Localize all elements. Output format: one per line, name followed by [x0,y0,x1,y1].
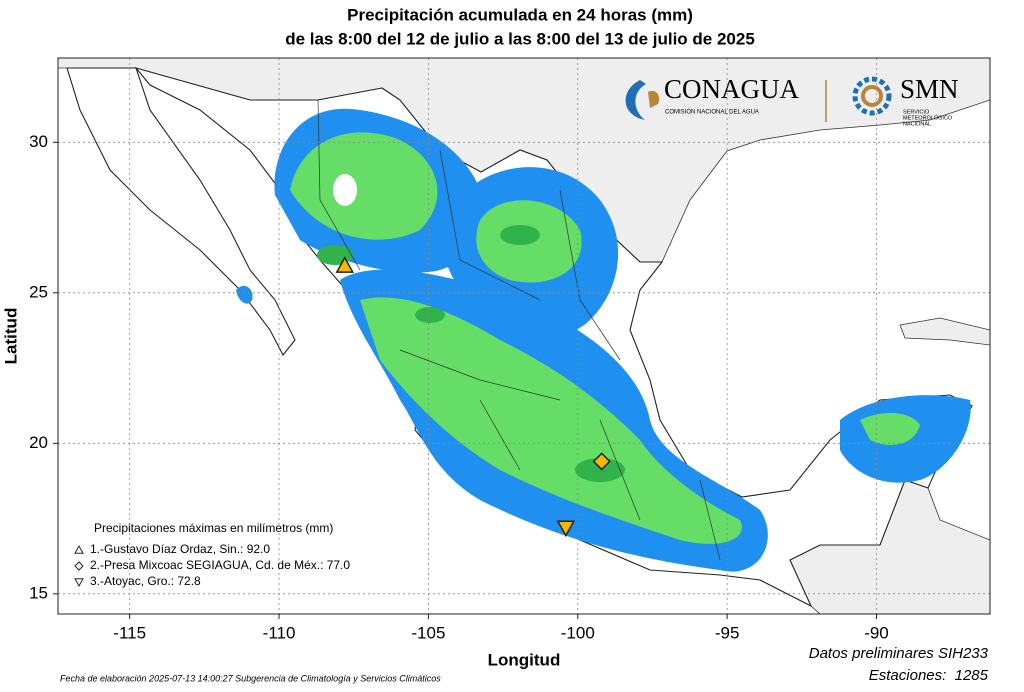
smn-subtitle: SERVICIO [903,109,930,115]
precipitation [236,108,971,572]
legend-title: Precipitaciones máximas en milímetros (m… [94,521,333,535]
legend-label: 3.-Atoyac, Gro.: 72.8 [90,574,201,588]
data-note: Datos preliminares SIH233 [809,645,989,662]
y-tick-label: 30 [29,132,48,151]
x-tick-label: -90 [864,623,889,642]
legend-symbol [74,561,84,571]
legend: Precipitaciones máximas en milímetros (m… [74,521,350,588]
station-marker [592,452,611,471]
smn-subtitle: NACIONAL [903,121,931,127]
x-tick-label: -95 [715,623,740,642]
stations-count: Estaciones: 1285 [869,667,989,684]
legend-label: 2.-Presa Mixcoac SEGIAGUA, Cd. de Méx.: … [90,558,350,572]
y-tick-label: 15 [29,583,48,602]
station-marker [556,520,576,538]
station-markers [335,256,611,538]
x-axis-label: Longitud [488,650,561,669]
conagua-subtitle: COMISIÓN NACIONAL DEL AGUA [665,109,759,116]
station-marker [335,256,355,273]
cuba [899,317,990,346]
x-tick-label: -100 [561,623,595,642]
smn-name: SMN [900,74,959,104]
legend-symbol [74,544,84,554]
x-tick-label: -105 [411,623,445,642]
legend-label: 1.-Gustavo Díaz Ordaz, Sin.: 92.0 [90,542,270,556]
x-tick-label: -115 [113,623,146,642]
conagua-logo: CONAGUA COMISIÓN NACIONAL DEL AGUA SMN S… [625,74,959,127]
map-frame [57,57,991,615]
y-axis-label: Latitud [1,308,20,365]
smn-subtitle: METEOROLÓGICO [903,114,953,121]
legend-symbol [74,578,84,588]
x-tick-label: -110 [263,623,296,642]
y-tick-label: 20 [29,433,48,452]
y-tick-label: 25 [29,282,48,301]
title: Precipitación acumulada en 24 horas (mm) [347,5,693,24]
map-area [58,58,990,614]
state-borders [317,99,721,561]
subtitle: de las 8:00 del 12 de julio a las 8:00 d… [285,29,755,48]
grid [58,58,990,614]
conagua-name: CONAGUA [664,74,800,104]
footer-note: Fecha de elaboración 2025-07-13 14:00:27… [60,673,441,683]
